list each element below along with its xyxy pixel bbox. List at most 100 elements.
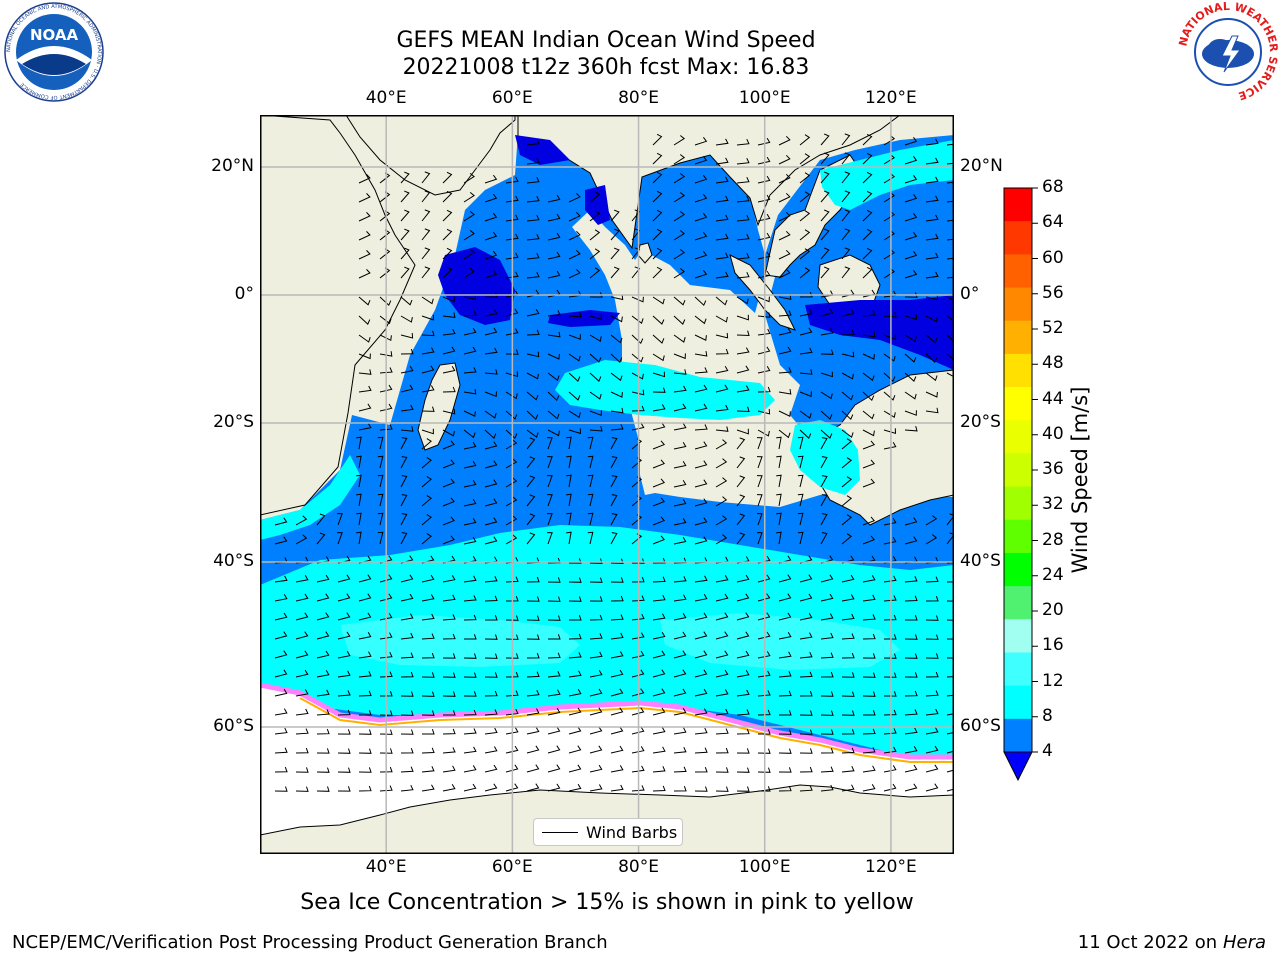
lat-tick-label-right: 40°S <box>960 551 1001 571</box>
wind-barb <box>610 558 624 564</box>
wind-barb <box>610 294 624 301</box>
wind-barb <box>757 270 771 279</box>
wind-barb <box>589 425 603 432</box>
wind-barb <box>841 633 855 640</box>
wind-barb <box>904 156 918 165</box>
wind-barb <box>484 231 498 241</box>
wind-barb <box>316 513 326 526</box>
wind-barb <box>799 391 812 398</box>
wind-barb <box>359 710 372 716</box>
footer-date-text: 11 Oct 2022 on <box>1077 932 1223 953</box>
wind-barb <box>377 493 384 507</box>
wind-barb <box>862 410 875 420</box>
wind-barb <box>778 327 792 336</box>
wind-barb <box>547 689 561 697</box>
wind-barb <box>715 708 729 716</box>
wind-barb <box>631 296 644 303</box>
colorbar-under-arrow <box>1003 751 1033 782</box>
wind-barb <box>757 690 771 697</box>
wind-barb <box>862 535 876 545</box>
wind-barb <box>337 670 351 678</box>
wind-barb <box>547 270 561 279</box>
wind-barb <box>862 440 876 450</box>
wind-barb <box>820 171 830 184</box>
wind-barb <box>904 576 918 583</box>
wind-barb <box>505 515 518 526</box>
wind-barb <box>274 727 288 735</box>
wind-barb <box>820 391 833 400</box>
wind-barb <box>377 512 384 526</box>
wind-barb <box>862 133 873 146</box>
wind-barb <box>715 593 729 602</box>
wind-barb <box>631 576 645 583</box>
wind-barb <box>463 575 477 583</box>
wind-barb <box>463 653 477 659</box>
wind-barb <box>883 173 896 184</box>
wind-barb <box>547 289 561 298</box>
wind-barb <box>400 729 414 735</box>
wind-barb <box>400 513 408 526</box>
wind-barb <box>820 691 834 697</box>
wind-barb <box>799 309 813 317</box>
wind-barb <box>337 513 343 526</box>
wind-barb <box>757 213 771 222</box>
wind-barb <box>925 745 939 754</box>
wind-barb <box>526 671 540 678</box>
wind-barb <box>883 135 896 146</box>
chart-title: GEFS MEAN Indian Ocean Wind Speed <box>396 28 816 53</box>
wind-barb <box>589 314 603 320</box>
colorbar-segment <box>1004 552 1032 587</box>
wind-barb <box>505 308 519 317</box>
wind-barb <box>463 517 477 526</box>
wind-barb <box>925 407 939 414</box>
wind-barb <box>925 271 939 279</box>
wind-barb <box>799 369 813 375</box>
lat-tick-label-right: 0° <box>960 284 980 304</box>
wind-barb <box>736 385 750 393</box>
wind-barb <box>925 727 939 735</box>
wind-barb <box>694 479 708 488</box>
wind-barb <box>694 441 708 450</box>
wind-barb <box>379 671 393 678</box>
wind-barb <box>547 232 561 241</box>
wind-barb <box>337 729 351 735</box>
colorbar-tick-label: 56 <box>1042 282 1064 303</box>
wind-barb <box>463 479 477 488</box>
wind-barb <box>526 494 536 507</box>
wind-barb <box>421 314 434 321</box>
wind-barb <box>484 441 498 450</box>
wind-barb <box>610 726 624 735</box>
wind-barb <box>484 292 498 298</box>
wind-barb <box>422 729 435 735</box>
wind-barb <box>442 429 455 437</box>
wind-barb <box>862 247 873 260</box>
wind-barb <box>778 612 792 621</box>
wind-barb <box>484 212 498 222</box>
wind-barb <box>442 575 456 583</box>
wind-barb <box>862 190 873 203</box>
wind-barb <box>589 410 602 417</box>
wind-barb <box>589 248 601 260</box>
wind-barb <box>715 515 728 526</box>
wind-barb <box>694 767 708 773</box>
wind-barb <box>841 672 855 678</box>
wind-barb <box>358 250 371 260</box>
wind-barb <box>652 209 663 222</box>
wind-barb <box>841 351 855 358</box>
wind-barb <box>505 458 518 469</box>
wind-barb <box>358 193 371 203</box>
wind-barb <box>526 410 539 421</box>
wind-barb <box>673 766 687 773</box>
wind-barb <box>799 134 811 146</box>
wind-barb <box>820 613 834 621</box>
wind-barb <box>904 292 918 298</box>
wind-barb <box>610 632 624 640</box>
wind-barb <box>358 423 372 431</box>
wind-barb <box>610 494 618 507</box>
wind-barb <box>946 532 954 545</box>
wind-barb <box>568 707 582 716</box>
wind-barb <box>295 575 309 583</box>
wind-barb <box>779 710 792 716</box>
colorbar-segment <box>1004 619 1032 653</box>
wind-barb <box>463 595 477 602</box>
